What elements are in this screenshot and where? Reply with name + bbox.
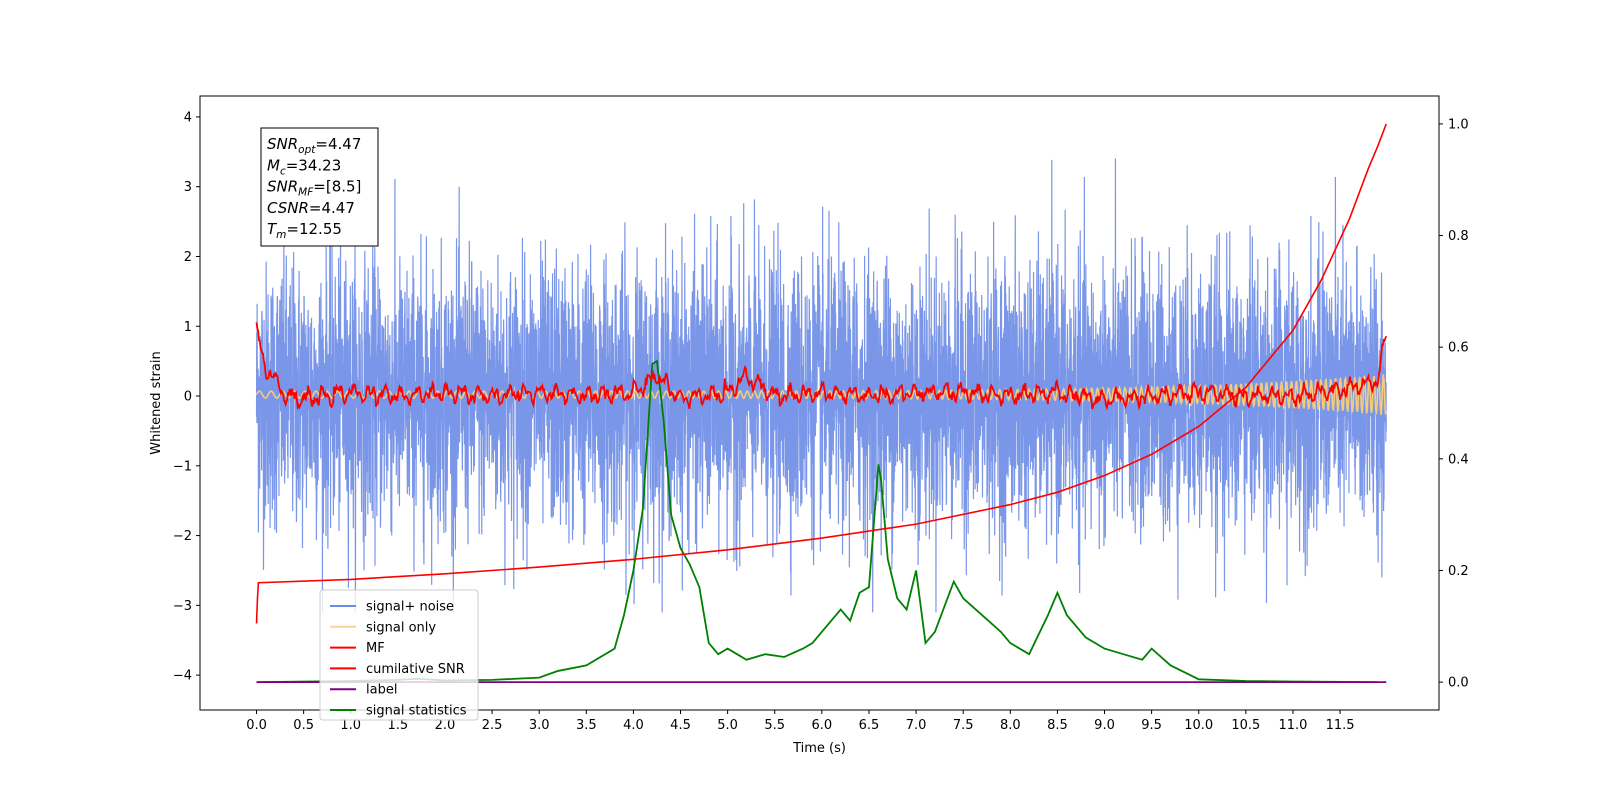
x-tick-label: 2.0 (435, 718, 456, 733)
left-y-tick-label: 4 (184, 110, 192, 125)
series-line-signal-only (255, 374, 1388, 416)
x-tick-label: 6.0 (812, 718, 833, 733)
left-y-tick-label: −3 (173, 599, 192, 614)
plot-frame (199, 95, 1440, 711)
left-y-tick-label: 3 (184, 180, 192, 195)
x-tick-label: 7.5 (953, 718, 974, 733)
x-axis-label: Time (s) (792, 741, 846, 756)
x-tick-label: 11.0 (1278, 718, 1307, 733)
x-tick-label: 5.0 (717, 718, 738, 733)
legend-frame (319, 589, 479, 721)
x-tick-label: 7.0 (906, 718, 927, 733)
right-y-axis-ticks: 1.0 0.8 0.6 0.4 0.2 0.0 (1439, 117, 1469, 691)
y-axis-label: Whitened strain (149, 351, 164, 454)
legend-label: signal+ noise (366, 600, 454, 615)
x-tick-label: 2.5 (482, 718, 503, 733)
x-tick-label: 0.5 (293, 718, 314, 733)
right-y-tick-label: 1.0 (1448, 117, 1469, 132)
annotation-frame (260, 127, 379, 247)
x-tick-label: 8.0 (1000, 718, 1021, 733)
series-line-mf (255, 322, 1388, 411)
x-tick-label: 9.5 (1141, 718, 1162, 733)
series-line-signal-statistics (256, 359, 1378, 683)
x-tick-label: 0.0 (246, 718, 267, 733)
annotation-line: CSNR=4.47 (267, 199, 355, 217)
left-y-tick-label: 1 (184, 320, 192, 335)
legend-label: cumilative SNR (366, 662, 465, 677)
x-tick-label: 11.5 (1326, 718, 1355, 733)
x-tick-label: 3.0 (529, 718, 550, 733)
x-tick-label: 1.0 (340, 718, 361, 733)
annotation-line: Mc=34.23 (267, 156, 341, 177)
left-y-tick-label: 0 (184, 390, 192, 405)
x-tick-label: 3.5 (576, 718, 597, 733)
annotation-line: SNRopt=4.47 (267, 135, 361, 156)
left-y-tick-label: −2 (173, 529, 192, 544)
x-tick-label: 1.5 (388, 718, 409, 733)
x-tick-label: 4.0 (623, 718, 644, 733)
legend-label: MF (366, 641, 385, 656)
left-y-tick-label: −4 (173, 669, 192, 684)
legend-label: label (366, 683, 397, 698)
right-y-tick-label: 0.2 (1448, 564, 1469, 579)
right-y-tick-label: 0.8 (1448, 229, 1469, 244)
legend-label: signal statistics (366, 704, 467, 719)
legend: signal+ noise signal only MF cumilative SNR… (319, 589, 479, 721)
x-axis-ticks: 0.0 0.5 1.0 1.5 2.0 2.5 3.0 3.5 4.0 4.5 5.0 5.5 6.0 6… (246, 710, 1355, 733)
x-tick-label: 6.5 (859, 718, 880, 733)
left-y-tick-label: 2 (184, 250, 192, 265)
x-tick-label: 8.5 (1047, 718, 1068, 733)
annotation-line: Tm=12.55 (267, 220, 342, 241)
x-tick-label: 9.0 (1094, 718, 1115, 733)
x-tick-label: 10.0 (1184, 718, 1213, 733)
legend-label: signal only (366, 620, 436, 635)
right-y-tick-label: 0.0 (1448, 676, 1469, 691)
right-y-tick-label: 0.6 (1448, 341, 1469, 356)
right-y-tick-label: 0.4 (1448, 452, 1469, 467)
x-tick-label: 10.5 (1231, 718, 1260, 733)
series-line-cumulative-snr (255, 123, 1387, 624)
left-y-axis-ticks: 4 3 2 1 0 −1 −2 −3 −4 (173, 110, 200, 684)
annotation-line: SNRMF=[8.5] (267, 178, 361, 199)
x-tick-label: 4.5 (670, 718, 691, 733)
x-tick-label: 5.5 (764, 718, 785, 733)
left-y-tick-label: −1 (173, 459, 192, 474)
